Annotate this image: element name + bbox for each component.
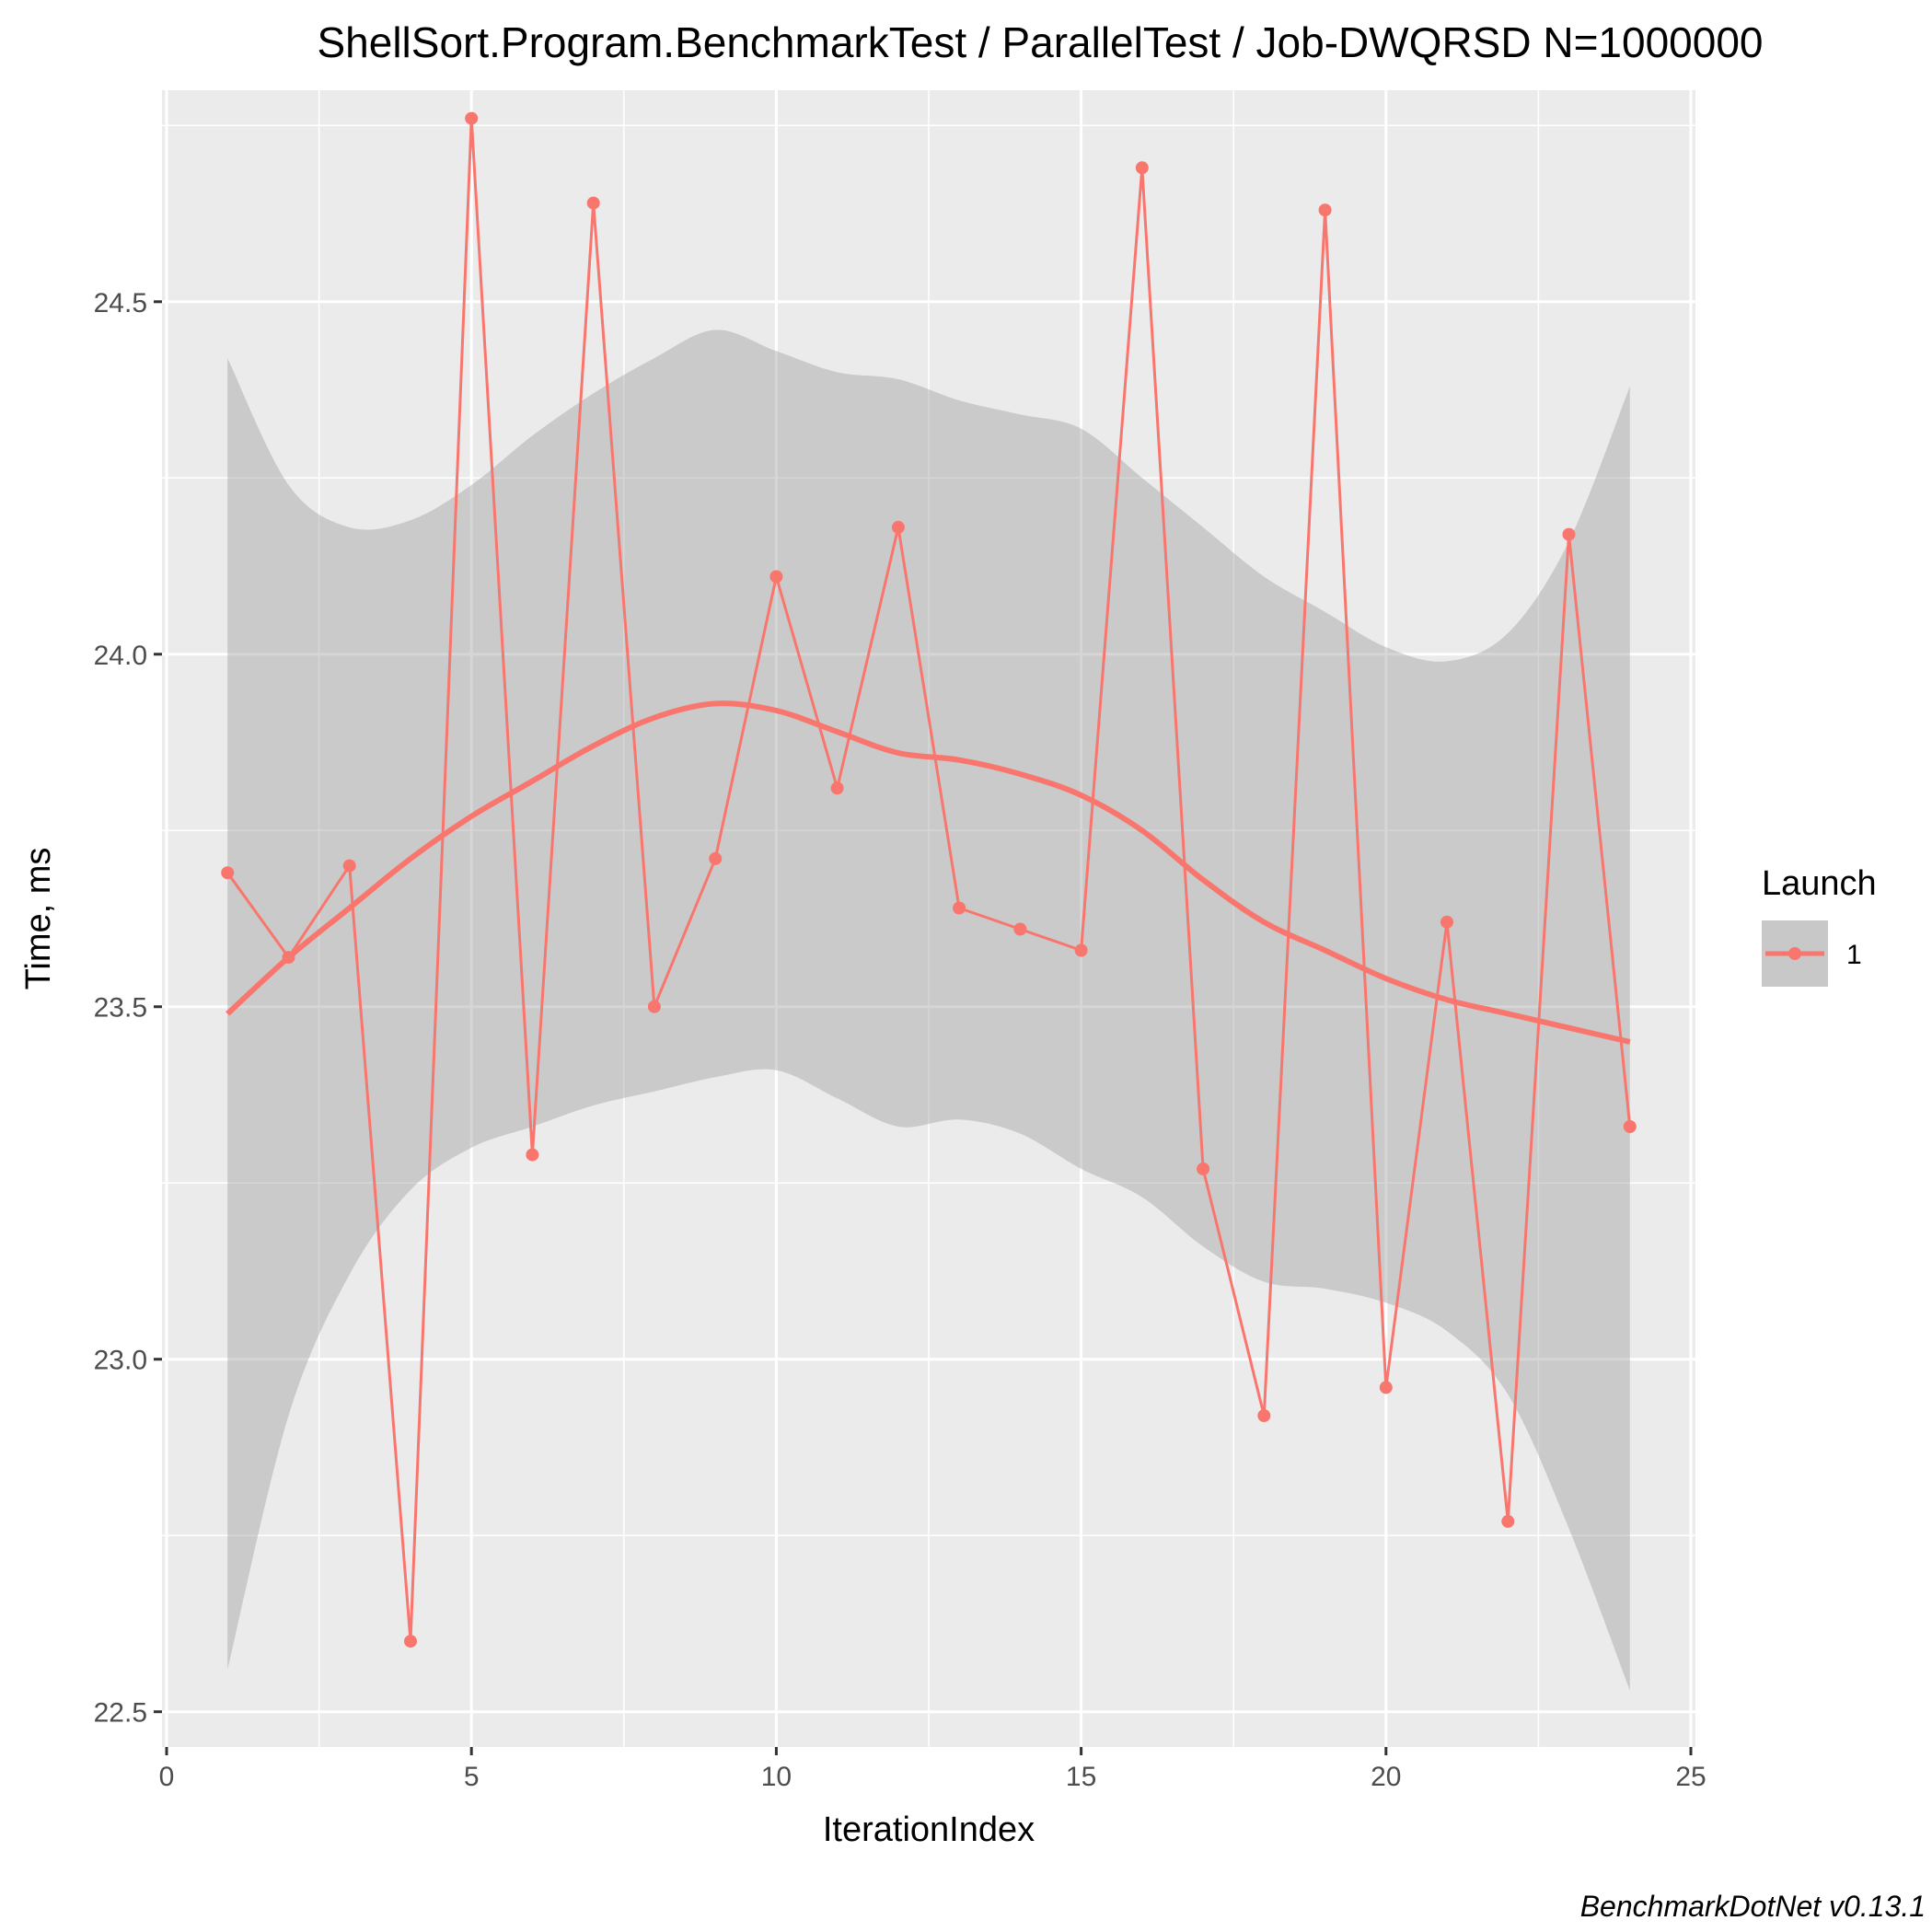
data-point xyxy=(1013,922,1027,936)
y-tick-label: 24.0 xyxy=(94,641,147,671)
caption: BenchmarkDotNet v0.13.1 xyxy=(1580,1890,1926,1923)
data-point xyxy=(769,570,783,584)
y-axis: 22.5 23.0 23.5 24.0 24.5 xyxy=(94,288,162,1729)
data-point xyxy=(1257,1409,1271,1422)
legend: Launch 1 xyxy=(1762,864,1877,987)
data-point xyxy=(1379,1381,1393,1394)
x-tick-label: 10 xyxy=(761,1762,792,1792)
smooth-fit-line xyxy=(226,700,1631,1045)
series-layer xyxy=(221,111,1637,1649)
data-point xyxy=(526,1148,539,1162)
y-tick-label: 22.5 xyxy=(94,1698,147,1729)
data-point xyxy=(1197,1162,1210,1175)
data-point xyxy=(1318,203,1332,217)
x-tick-label: 5 xyxy=(464,1762,480,1792)
legend-label-1: 1 xyxy=(1846,940,1862,970)
data-point xyxy=(709,851,723,865)
grid-minor xyxy=(162,90,1695,1747)
x-tick-label: 15 xyxy=(1066,1762,1096,1792)
data-point xyxy=(465,111,479,125)
x-axis-title: IterationIndex xyxy=(823,1811,1035,1849)
data-point xyxy=(1074,943,1088,957)
data-point xyxy=(1562,527,1576,541)
x-tick-label: 25 xyxy=(1675,1762,1706,1792)
y-tick-label: 23.5 xyxy=(94,993,147,1024)
data-point xyxy=(1501,1514,1515,1528)
data-point xyxy=(647,1000,661,1013)
confidence-band-layer xyxy=(227,330,1630,1691)
legend-key-point xyxy=(1788,947,1801,960)
x-tick-label: 0 xyxy=(159,1762,175,1792)
data-point xyxy=(586,196,600,210)
y-tick-label: 23.0 xyxy=(94,1346,147,1376)
y-tick-label: 24.5 xyxy=(94,288,147,318)
smooth-layer xyxy=(226,700,1631,1045)
series-line-1 xyxy=(226,118,1632,1642)
chart-title: ShellSort.Program.BenchmarkTest / Parall… xyxy=(317,18,1763,66)
data-point xyxy=(891,520,905,534)
x-axis: 0 5 10 15 20 25 xyxy=(159,1747,1706,1792)
grid-major xyxy=(162,90,1695,1747)
data-point xyxy=(1135,161,1149,175)
data-point xyxy=(342,859,356,873)
data-point xyxy=(1623,1120,1637,1133)
data-point xyxy=(404,1635,417,1649)
confidence-band xyxy=(227,330,1630,1691)
data-point xyxy=(1440,915,1453,929)
data-point xyxy=(953,901,966,915)
data-point xyxy=(830,781,844,795)
legend-title: Launch xyxy=(1762,864,1877,903)
y-axis-title: Time, ms xyxy=(19,848,58,990)
x-tick-label: 20 xyxy=(1371,1762,1401,1792)
data-point xyxy=(221,866,235,880)
